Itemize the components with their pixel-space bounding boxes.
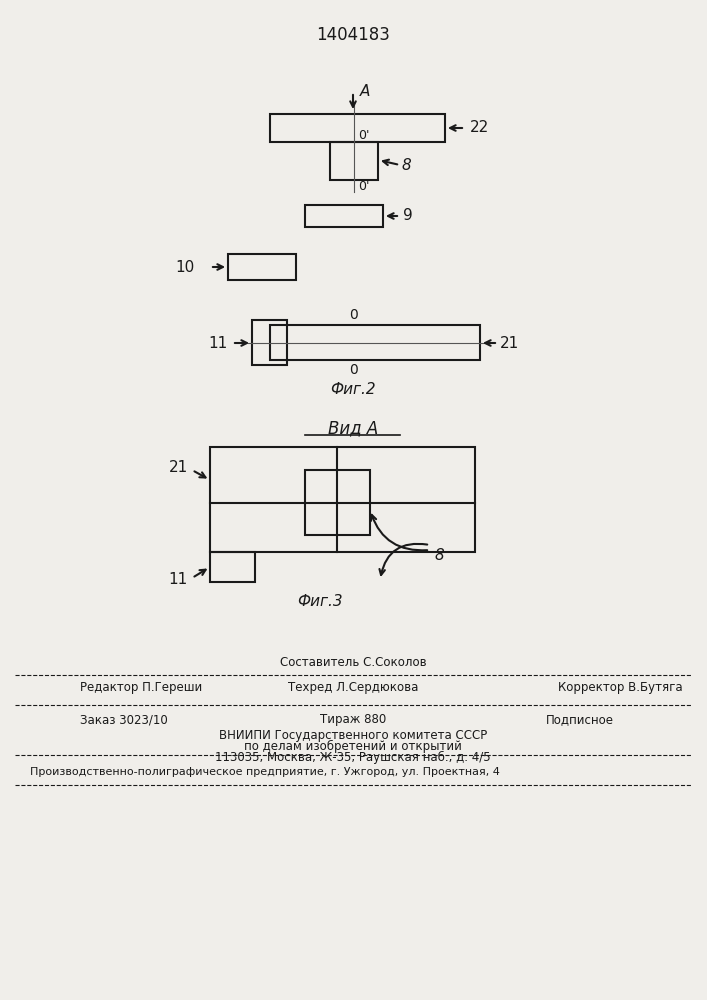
Bar bbox=[210, 552, 255, 582]
Text: Составитель С.Соколов: Составитель С.Соколов bbox=[280, 656, 426, 668]
Text: Производственно-полиграфическое предприятие, г. Ужгород, ул. Проектная, 4: Производственно-полиграфическое предприя… bbox=[30, 767, 500, 777]
Text: Вид A: Вид A bbox=[328, 419, 378, 437]
Bar bbox=[270, 114, 445, 142]
Text: 113035, Москва, Ж-35, Раушская наб., д. 4/5: 113035, Москва, Ж-35, Раушская наб., д. … bbox=[215, 750, 491, 764]
Bar bbox=[305, 470, 370, 535]
Bar bbox=[210, 447, 475, 552]
Text: Техред Л.Сердюкова: Техред Л.Сердюкова bbox=[288, 682, 418, 694]
Text: ВНИИПИ Государственного комитета СССР: ВНИИПИ Государственного комитета СССР bbox=[219, 728, 487, 742]
Text: 21: 21 bbox=[500, 336, 519, 351]
Bar bbox=[270, 325, 480, 360]
Bar bbox=[252, 320, 287, 365]
Text: A: A bbox=[360, 85, 370, 100]
Text: Фиг.3: Фиг.3 bbox=[297, 594, 343, 609]
Text: Заказ 3023/10: Заказ 3023/10 bbox=[80, 714, 168, 726]
Text: Тираж 880: Тираж 880 bbox=[320, 714, 386, 726]
Text: Корректор В.Бутяга: Корректор В.Бутяга bbox=[558, 682, 682, 694]
Text: 10: 10 bbox=[176, 259, 195, 274]
Text: 0': 0' bbox=[358, 180, 370, 193]
Text: 21: 21 bbox=[169, 460, 188, 476]
Text: 0: 0 bbox=[350, 308, 358, 322]
Text: 0: 0 bbox=[350, 363, 358, 377]
Text: 9: 9 bbox=[403, 209, 413, 224]
Text: 8: 8 bbox=[402, 158, 411, 174]
Text: 1404183: 1404183 bbox=[316, 26, 390, 44]
Text: 11: 11 bbox=[209, 336, 228, 351]
Text: 22: 22 bbox=[470, 120, 489, 135]
Text: Фиг.2: Фиг.2 bbox=[330, 382, 376, 397]
Text: по делам изобретений и открытий: по делам изобретений и открытий bbox=[244, 739, 462, 753]
Text: Редактор П.Гереши: Редактор П.Гереши bbox=[80, 682, 202, 694]
Text: 8: 8 bbox=[435, 548, 445, 562]
Bar bbox=[228, 254, 296, 280]
Text: 11: 11 bbox=[169, 572, 188, 587]
Text: 0': 0' bbox=[358, 129, 370, 142]
Bar bbox=[305, 205, 383, 227]
Bar bbox=[330, 142, 378, 180]
Text: Подписное: Подписное bbox=[546, 714, 614, 726]
